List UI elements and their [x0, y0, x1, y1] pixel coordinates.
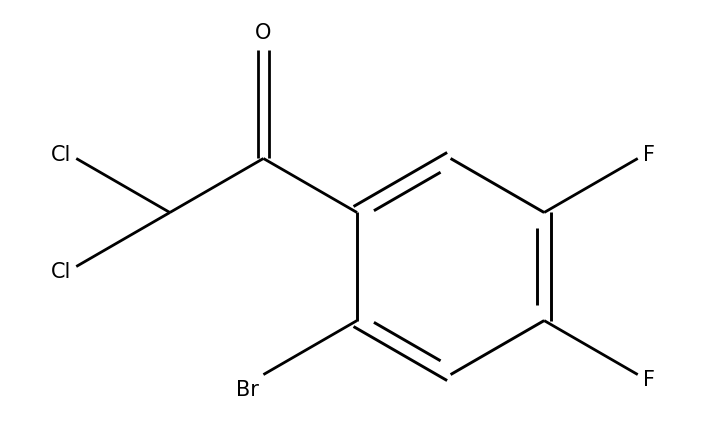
Text: Cl: Cl — [51, 145, 71, 165]
Text: F: F — [643, 145, 655, 165]
Text: O: O — [255, 23, 271, 43]
Text: Cl: Cl — [51, 261, 71, 281]
Text: F: F — [643, 369, 655, 389]
Text: Br: Br — [236, 379, 259, 399]
